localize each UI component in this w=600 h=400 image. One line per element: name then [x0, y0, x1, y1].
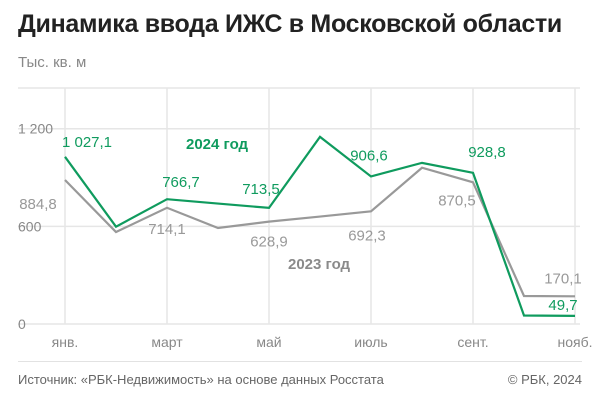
- y-tick-label: 0: [18, 316, 26, 332]
- series-line-2024: [64, 135, 576, 318]
- data-label: 906,6: [350, 147, 388, 164]
- x-tick-label: март: [151, 334, 183, 350]
- legend-label-2024: 2024 год: [186, 136, 249, 153]
- x-tick-label: янв.: [52, 334, 79, 350]
- x-tick-label: нояб.: [557, 334, 592, 350]
- divider: [18, 361, 582, 362]
- y-tick-label: 1 200: [18, 121, 53, 137]
- x-tick-label: июль: [354, 334, 387, 350]
- chart-title: Динамика ввода ИЖС в Московской области: [18, 10, 562, 38]
- unit-label: Тыс. кв. м: [18, 54, 87, 71]
- data-label: 870,5: [438, 192, 476, 209]
- data-label: 49,7: [548, 297, 577, 314]
- data-label: 1 027,1: [62, 134, 112, 151]
- x-tick-label: сент.: [457, 334, 488, 350]
- x-tick-label: май: [256, 334, 281, 350]
- line-chart: 0 600 1 200 янв. март май июль сент. нояб. 884,8 7…: [18, 87, 593, 350]
- data-label: 170,1: [544, 270, 582, 287]
- series-line-2023: [64, 166, 576, 298]
- data-label: 766,7: [162, 174, 200, 191]
- data-label: 692,3: [348, 227, 386, 244]
- data-label: 884,8: [19, 196, 57, 213]
- y-tick-label: 600: [18, 218, 42, 234]
- data-label: 713,5: [242, 181, 280, 198]
- source-note: Источник: «РБК-Недвижимость» на основе д…: [18, 372, 384, 387]
- legend-label-2023: 2023 год: [288, 256, 351, 273]
- data-label: 628,9: [250, 234, 288, 251]
- data-label: 714,1: [148, 221, 186, 238]
- copyright: © РБК, 2024: [507, 372, 582, 387]
- data-label: 928,8: [468, 144, 506, 161]
